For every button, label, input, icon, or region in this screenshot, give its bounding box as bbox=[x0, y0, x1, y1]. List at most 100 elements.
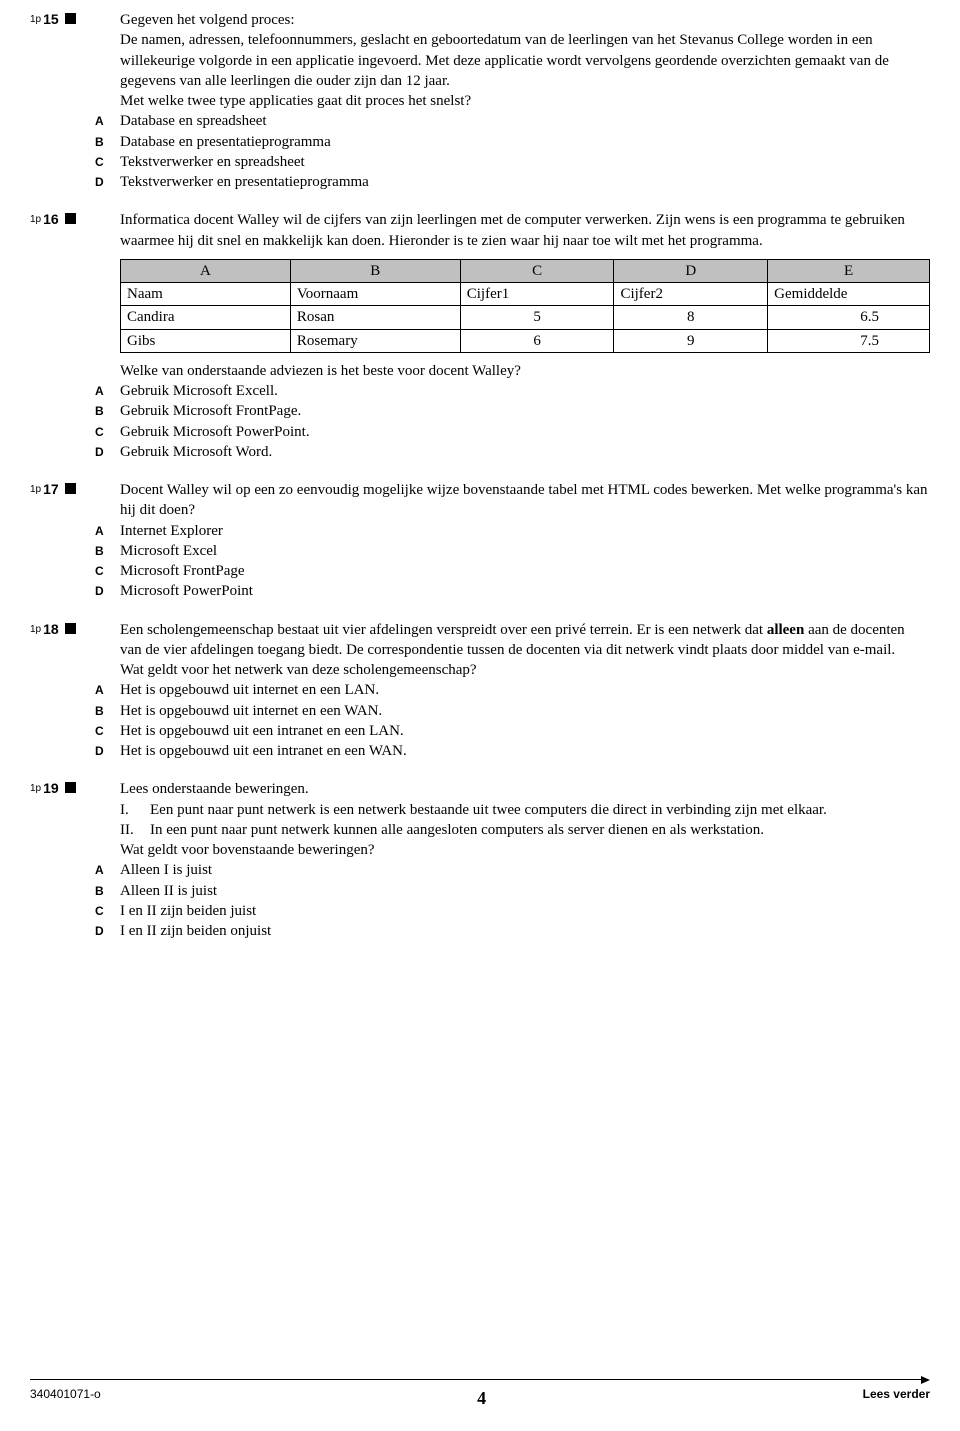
points-label: 1p bbox=[30, 623, 41, 637]
question-17-options: AInternet Explorer BMicrosoft Excel CMic… bbox=[30, 521, 930, 602]
footer-code: 340401071-o bbox=[30, 1386, 101, 1410]
option-text: Tekstverwerker en spreadsheet bbox=[120, 152, 930, 172]
stem-line: Gegeven het volgend proces: bbox=[120, 10, 930, 30]
td: 6 bbox=[460, 329, 614, 352]
option-c: CI en II zijn beiden juist bbox=[95, 901, 930, 921]
exam-page: 1p 15 Gegeven het volgend proces: De nam… bbox=[0, 0, 960, 1420]
option-text: Tekstverwerker en presentatieprogramma bbox=[120, 172, 930, 192]
option-b: BHet is opgebouwd uit internet en een WA… bbox=[95, 701, 930, 721]
question-marker: 1p 15 bbox=[30, 10, 120, 111]
question-number: 18 bbox=[43, 620, 59, 639]
option-d: DMicrosoft PowerPoint bbox=[95, 581, 930, 601]
question-16-options: AGebruik Microsoft Excell. B Gebruik Micr… bbox=[30, 381, 930, 462]
option-label: B bbox=[95, 134, 120, 152]
statement-ii: II. In een punt naar punt netwerk kunnen… bbox=[120, 820, 930, 840]
square-icon bbox=[65, 623, 76, 634]
option-b: BMicrosoft Excel bbox=[95, 541, 930, 561]
option-label: D bbox=[95, 583, 120, 601]
table-row: Candira Rosan 5 8 6.5 bbox=[121, 306, 930, 329]
stem-line: Informatica docent Walley wil de cijfers… bbox=[120, 210, 930, 251]
option-text: Het is opgebouwd uit internet en een LAN… bbox=[120, 680, 930, 700]
td: Gemiddelde bbox=[768, 283, 930, 306]
option-text: Microsoft FrontPage bbox=[120, 561, 930, 581]
points-label: 1p bbox=[30, 782, 41, 796]
square-icon bbox=[65, 782, 76, 793]
option-text: Alleen II is juist bbox=[120, 881, 930, 901]
option-a: AGebruik Microsoft Excell. bbox=[95, 381, 930, 401]
th: C bbox=[460, 259, 614, 282]
question-18: 1p 18 Een scholengemeenschap bestaat uit… bbox=[30, 620, 930, 681]
option-label: D bbox=[95, 174, 120, 192]
question-16: 1p 16 Informatica docent Walley wil de c… bbox=[30, 210, 930, 381]
option-a: AInternet Explorer bbox=[95, 521, 930, 541]
question-marker: 1p 18 bbox=[30, 620, 120, 681]
question-marker: 1p 17 bbox=[30, 480, 120, 521]
stem-line: Wat geldt voor het netwerk van deze scho… bbox=[120, 660, 930, 680]
option-a: AAlleen I is juist bbox=[95, 860, 930, 880]
option-text: Het is opgebouwd uit een intranet en een… bbox=[120, 741, 930, 761]
option-b: BDatabase en presentatieprogramma bbox=[95, 132, 930, 152]
option-label: C bbox=[95, 723, 120, 741]
td: 6.5 bbox=[768, 306, 930, 329]
question-15: 1p 15 Gegeven het volgend proces: De nam… bbox=[30, 10, 930, 111]
option-text: Microsoft PowerPoint bbox=[120, 581, 930, 601]
question-body: Docent Walley wil op een zo eenvoudig mo… bbox=[120, 480, 930, 521]
option-text: Alleen I is juist bbox=[120, 860, 930, 880]
arrow-right-icon bbox=[921, 1376, 930, 1384]
options-body: AInternet Explorer BMicrosoft Excel CMic… bbox=[95, 521, 930, 602]
question-body: Informatica docent Walley wil de cijfers… bbox=[120, 210, 930, 381]
td: Cijfer2 bbox=[614, 283, 768, 306]
question-marker: 1p 16 bbox=[30, 210, 120, 381]
question-19: 1p 19 Lees onderstaande beweringen. I. E… bbox=[30, 779, 930, 860]
option-label: A bbox=[95, 113, 120, 131]
option-label: B bbox=[95, 403, 120, 421]
th: A bbox=[121, 259, 291, 282]
option-text: Internet Explorer bbox=[120, 521, 930, 541]
td: 9 bbox=[614, 329, 768, 352]
option-b: BAlleen II is juist bbox=[95, 881, 930, 901]
option-label: C bbox=[95, 563, 120, 581]
option-text: Het is opgebouwd uit internet en een WAN… bbox=[120, 701, 930, 721]
option-label: B bbox=[95, 883, 120, 901]
option-label: C bbox=[95, 154, 120, 172]
option-text: I en II zijn beiden juist bbox=[120, 901, 930, 921]
option-d: DHet is opgebouwd uit een intranet en ee… bbox=[95, 741, 930, 761]
footer-row: 340401071-o 4 Lees verder bbox=[30, 1386, 930, 1410]
question-body: Een scholengemeenschap bestaat uit vier … bbox=[120, 620, 930, 681]
square-icon bbox=[65, 483, 76, 494]
question-body: Lees onderstaande beweringen. I. Een pun… bbox=[120, 779, 930, 860]
td: Cijfer1 bbox=[460, 283, 614, 306]
options-body: AHet is opgebouwd uit internet en een LA… bbox=[95, 680, 930, 761]
option-a: AHet is opgebouwd uit internet en een LA… bbox=[95, 680, 930, 700]
question-body: Gegeven het volgend proces: De namen, ad… bbox=[120, 10, 930, 111]
option-text: Database en presentatieprogramma bbox=[120, 132, 930, 152]
option-c: CHet is opgebouwd uit een intranet en ee… bbox=[95, 721, 930, 741]
stem-part: Een scholengemeenschap bestaat uit vier … bbox=[120, 622, 767, 638]
option-c: CGebruik Microsoft PowerPoint. bbox=[95, 422, 930, 442]
option-a: ADatabase en spreadsheet bbox=[95, 111, 930, 131]
option-label: A bbox=[95, 682, 120, 700]
option-d: DGebruik Microsoft Word. bbox=[95, 442, 930, 462]
footer-rule bbox=[30, 1376, 930, 1384]
footer-next: Lees verder bbox=[863, 1386, 930, 1410]
stem-line: Docent Walley wil op een zo eenvoudig mo… bbox=[120, 480, 930, 521]
th: E bbox=[768, 259, 930, 282]
table-row: Gibs Rosemary 6 9 7.5 bbox=[121, 329, 930, 352]
td: Gibs bbox=[121, 329, 291, 352]
question-19-options: AAlleen I is juist BAlleen II is juist C… bbox=[30, 860, 930, 941]
stem-line: Lees onderstaande beweringen. bbox=[120, 779, 930, 799]
points-label: 1p bbox=[30, 13, 41, 27]
option-c: CTekstverwerker en spreadsheet bbox=[95, 152, 930, 172]
option-text: Database en spreadsheet bbox=[120, 111, 930, 131]
td: Rosemary bbox=[290, 329, 460, 352]
roman-label: II. bbox=[120, 820, 150, 840]
stem-line: Welke van onderstaande adviezen is het b… bbox=[120, 361, 930, 381]
stem-line: Met welke twee type applicaties gaat dit… bbox=[120, 91, 930, 111]
option-text: Gebruik Microsoft Word. bbox=[120, 442, 930, 462]
question-marker: 1p 19 bbox=[30, 779, 120, 860]
th: D bbox=[614, 259, 768, 282]
question-18-options: AHet is opgebouwd uit internet en een LA… bbox=[30, 680, 930, 761]
option-label: D bbox=[95, 743, 120, 761]
question-number: 16 bbox=[43, 210, 59, 229]
td: 7.5 bbox=[768, 329, 930, 352]
